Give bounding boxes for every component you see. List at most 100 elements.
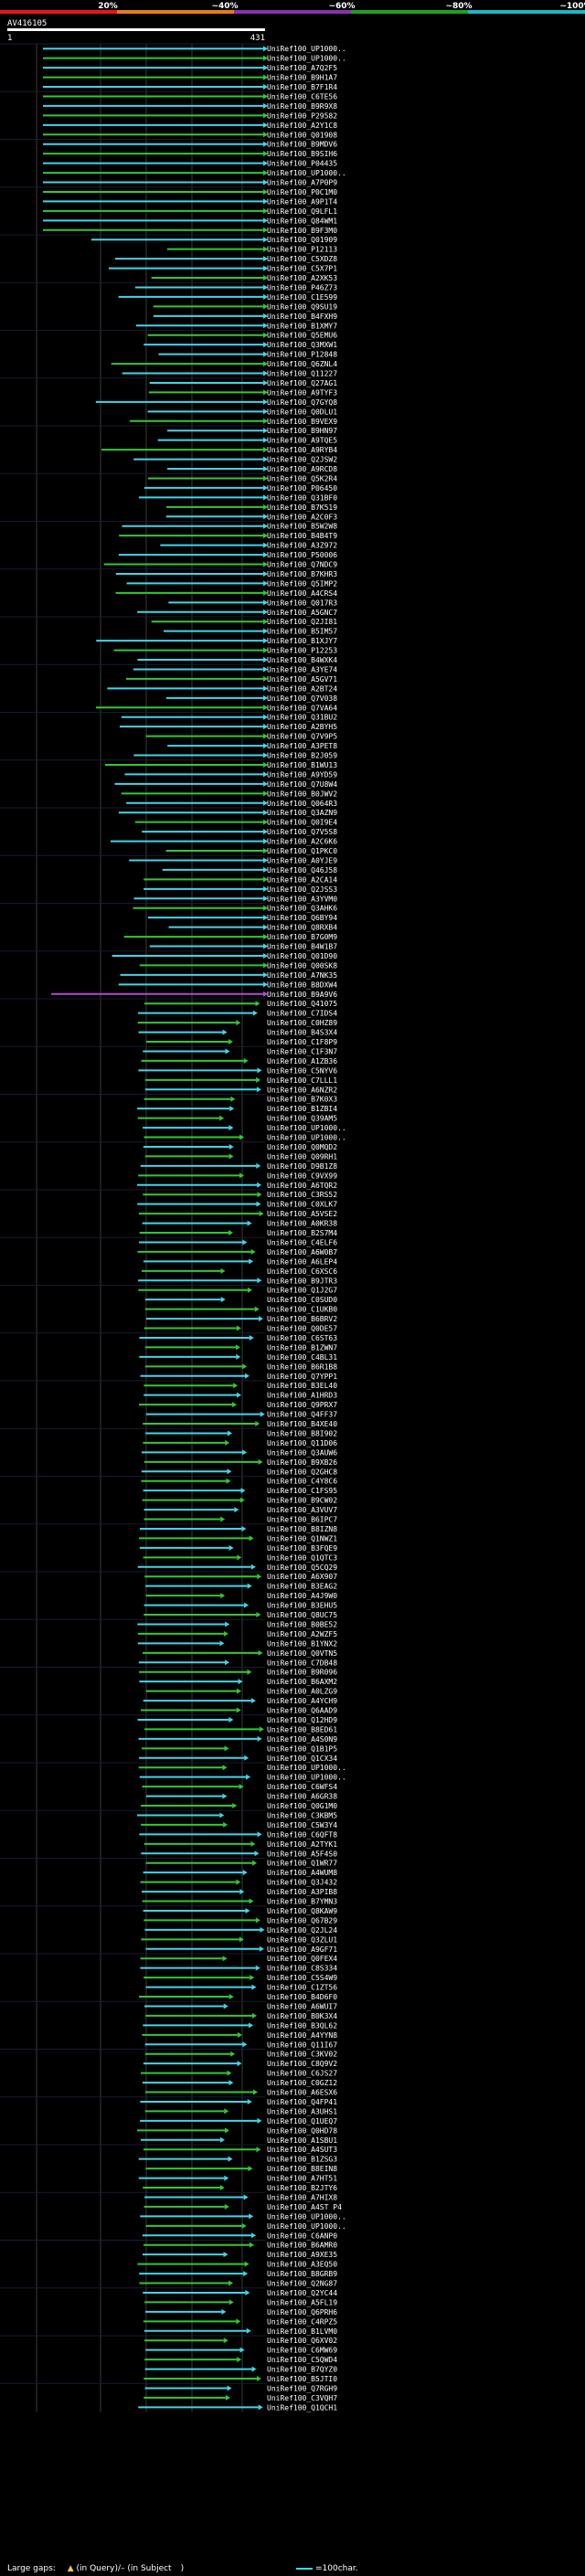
hit-label: UniRef100_Q1CX34 — [267, 1754, 337, 1763]
hit-label: UniRef100_A9XE35 — [267, 2251, 337, 2259]
alignment-arrow — [256, 2376, 261, 2382]
hit-label: UniRef100_P12848 — [267, 351, 337, 359]
alignment-arrow — [236, 1707, 241, 1713]
alignment-arrow — [252, 2012, 258, 2019]
alignment-arrow — [263, 905, 268, 911]
hit-label: UniRef100_B7QYZ0 — [267, 2366, 337, 2374]
hit-label: UniRef100_B6BRV2 — [267, 1315, 337, 1323]
alignment-arrow — [263, 619, 268, 625]
hit-label: UniRef100_Q5K2R4 — [267, 474, 337, 482]
scale-note: =100char. — [314, 2564, 358, 2573]
hit-label: UniRef100_Q6ZNL4 — [267, 360, 337, 368]
hit-label: UniRef100_Q8UC75 — [267, 1611, 337, 1619]
alignment-arrow — [263, 447, 268, 453]
hit-label: UniRef100_B2S7M4 — [267, 1229, 337, 1237]
hit-label: UniRef100_B3EAG2 — [267, 1583, 337, 1591]
alignment-arrow — [235, 1344, 240, 1351]
alignment-arrow — [263, 514, 268, 520]
hit-label: UniRef100_C5XDZ8 — [267, 255, 337, 263]
hit-label: UniRef100_B8ED61 — [267, 1725, 337, 1733]
scale-label: 20% — [98, 2, 118, 11]
hit-label: UniRef100_A6NZR2 — [267, 1086, 337, 1094]
alignment-arrow — [229, 2299, 234, 2306]
alignment-arrow — [263, 552, 268, 558]
alignment-arrow — [263, 408, 268, 415]
alignment-arrow — [248, 2166, 253, 2172]
alignment-arrow — [225, 1621, 230, 1627]
hit-label: UniRef100_B4W1B7 — [267, 943, 337, 951]
hit-label: UniRef100_A6TQR2 — [267, 1182, 337, 1190]
hit-label: UniRef100_B4WXK4 — [267, 656, 337, 664]
alignment-arrow — [236, 1020, 241, 1026]
hit-label: UniRef100_Q1UEQ7 — [267, 2117, 337, 2125]
alignment-arrow — [263, 876, 268, 883]
alignment-arrow — [256, 1162, 261, 1169]
hit-label: UniRef100_B0JWV2 — [267, 790, 337, 798]
hit-label: UniRef100_A2C6K6 — [267, 838, 337, 846]
alignment-arrow — [263, 580, 268, 587]
hit-label: UniRef100_C0XLK7 — [267, 1201, 337, 1209]
hit-label: UniRef100_C1ZT56 — [267, 1984, 337, 1992]
alignment-arrow — [263, 838, 268, 844]
hit-label: UniRef100_Q27AG1 — [267, 379, 337, 387]
hit-label: UniRef100_B3EL40 — [267, 1382, 337, 1390]
scale-segment — [117, 10, 234, 14]
alignment-arrow — [257, 1574, 262, 1580]
alignment-arrow — [229, 1153, 234, 1160]
hit-label: UniRef100_Q6BY94 — [267, 914, 337, 922]
alignment-arrow — [257, 2117, 262, 2124]
gaps-label: Large gaps: — [7, 2564, 56, 2573]
alignment-arrow — [255, 1917, 261, 1924]
hit-label: UniRef100_C7DB48 — [267, 1659, 337, 1667]
alignment-arrow — [238, 1679, 243, 1685]
hit-label: UniRef100_P0C1M0 — [267, 188, 337, 196]
alignment-arrow — [255, 1001, 261, 1007]
hit-label: UniRef100_Q2YC44 — [267, 2289, 337, 2297]
hit-label: UniRef100_A6WUI7 — [267, 2002, 337, 2010]
hit-label: UniRef100_P46Z73 — [267, 283, 337, 292]
hit-label: UniRef100_A9TYF3 — [267, 388, 337, 397]
alignment-arrow — [241, 1525, 247, 1532]
alignment-arrow — [263, 991, 268, 997]
hit-label: UniRef100_Q2NG87 — [267, 2280, 337, 2288]
alignment-arrow — [263, 122, 268, 128]
hit-label: UniRef100_B3QL62 — [267, 2021, 337, 2030]
alignment-arrow — [242, 1449, 248, 1456]
hit-label: UniRef100_B7K519 — [267, 504, 337, 512]
alignment-arrow — [263, 275, 268, 281]
hit-label: UniRef100_A0YJE9 — [267, 856, 337, 864]
hit-label: UniRef100_B7YMN3 — [267, 1898, 337, 1906]
hit-label: UniRef100_A0LZG9 — [267, 1688, 337, 1696]
alignment-arrow — [263, 523, 268, 529]
alignment-arrow — [258, 1649, 263, 1656]
alignment-arrow — [250, 2242, 255, 2248]
alignment-arrow — [259, 1945, 264, 1952]
hit-label: UniRef100_C5QWD4 — [267, 2356, 337, 2364]
hit-label: UniRef100_A9P1T4 — [267, 197, 337, 206]
alignment-arrow — [222, 1029, 228, 1035]
hit-label: UniRef100_P04435 — [267, 160, 337, 168]
alignment-arrow — [263, 151, 268, 157]
alignment-arrow — [224, 2127, 229, 2134]
alignment-arrow — [263, 293, 268, 300]
hit-label: UniRef100_B1XJY7 — [267, 637, 337, 645]
hit-label: UniRef100_B4B4T9 — [267, 532, 337, 540]
alignment-arrow — [263, 848, 268, 854]
alignment-arrow — [259, 1211, 264, 1217]
hit-label: UniRef100_UP1000.. — [267, 1774, 346, 1782]
alignment-arrow — [263, 84, 268, 90]
alignment-arrow — [263, 819, 268, 825]
alignment-arrow — [247, 1287, 252, 1293]
alignment-arrow — [240, 1488, 246, 1494]
hit-label: UniRef100_C3VQH7 — [267, 2394, 337, 2402]
hit-label: UniRef100_UP1000.. — [267, 2222, 346, 2231]
hit-label: UniRef100_C6JS27 — [267, 2070, 337, 2078]
alignment-arrow — [255, 1965, 261, 1971]
alignment-arrow — [263, 981, 268, 988]
hit-label: UniRef100_Q7GYQ8 — [267, 398, 337, 407]
alignment-arrow — [263, 179, 268, 186]
alignment-arrow — [220, 1593, 226, 1599]
alignment-arrow — [263, 780, 268, 787]
hit-label: UniRef100_Q2JI81 — [267, 618, 337, 626]
alignment-arrow — [229, 1994, 234, 2000]
